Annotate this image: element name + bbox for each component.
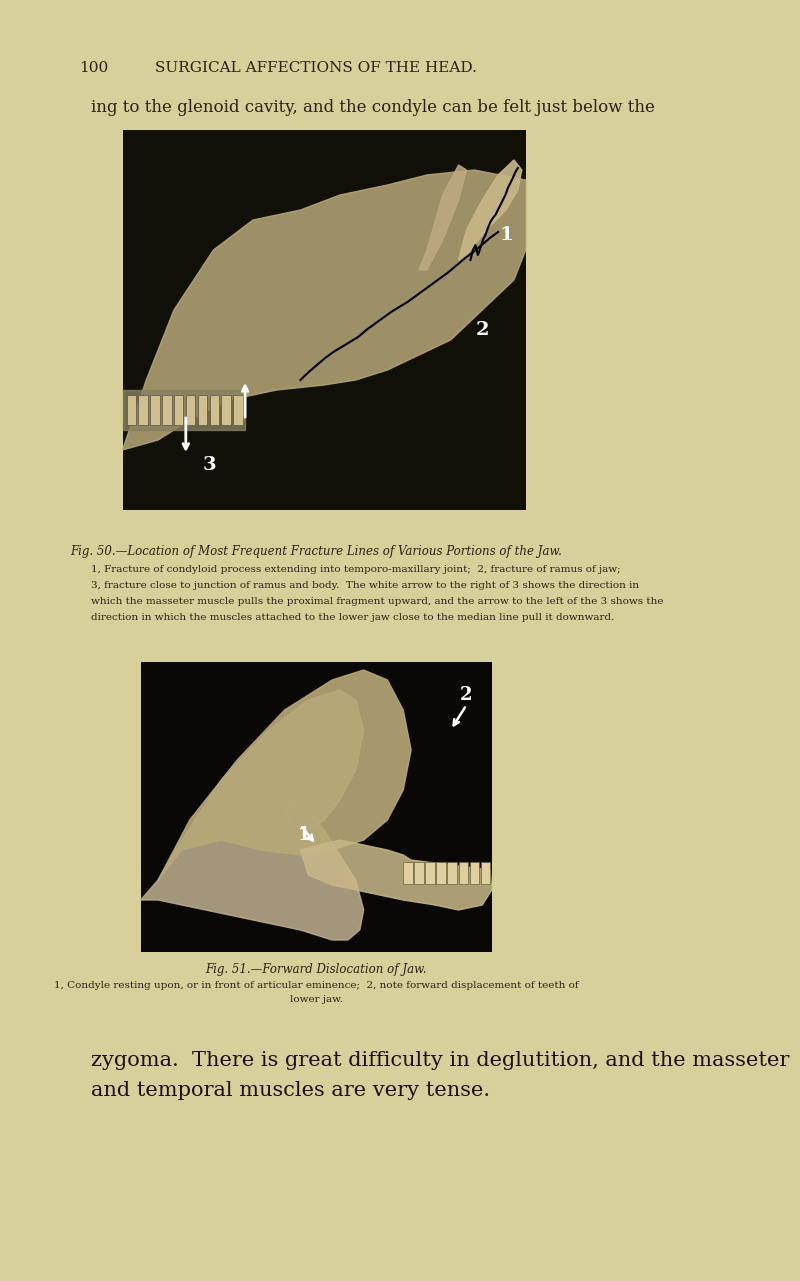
Bar	[210, 395, 219, 425]
Bar	[470, 862, 479, 884]
Bar	[162, 395, 171, 425]
Polygon shape	[158, 670, 411, 880]
Text: 3, fracture close to junction of ramus and body.  The white arrow to the right o: 3, fracture close to junction of ramus a…	[91, 582, 639, 591]
Text: ing to the glenoid cavity, and the condyle can be felt just below the: ing to the glenoid cavity, and the condy…	[91, 100, 654, 117]
Text: 3: 3	[202, 456, 216, 474]
Bar	[126, 395, 136, 425]
Polygon shape	[419, 165, 466, 270]
Bar	[141, 662, 492, 952]
Bar	[234, 395, 242, 425]
Bar	[186, 395, 195, 425]
Bar	[122, 129, 526, 510]
Bar	[198, 395, 207, 425]
Bar	[403, 862, 413, 884]
Bar	[414, 862, 424, 884]
Polygon shape	[141, 690, 364, 940]
Text: 100: 100	[79, 61, 108, 76]
Polygon shape	[122, 389, 245, 430]
Text: Fig. 51.—Forward Dislocation of Jaw.: Fig. 51.—Forward Dislocation of Jaw.	[206, 963, 427, 976]
Text: 1, Condyle resting upon, or in front of articular eminence;  2, note forward dis: 1, Condyle resting upon, or in front of …	[54, 980, 578, 989]
Text: direction in which the muscles attached to the lower jaw close to the median lin: direction in which the muscles attached …	[91, 614, 614, 623]
Text: 1: 1	[499, 225, 513, 243]
Text: Fig. 50.—Location of Most Frequent Fracture Lines of Various Portions of the Jaw: Fig. 50.—Location of Most Frequent Fract…	[70, 546, 562, 559]
Bar	[138, 395, 148, 425]
Bar	[447, 862, 457, 884]
Text: and temporal muscles are very tense.: and temporal muscles are very tense.	[91, 1080, 490, 1099]
Polygon shape	[122, 170, 526, 450]
Text: lower jaw.: lower jaw.	[290, 995, 342, 1004]
Text: 2: 2	[475, 322, 489, 339]
Polygon shape	[458, 160, 522, 260]
Bar	[481, 862, 490, 884]
Bar	[150, 395, 160, 425]
Text: 1: 1	[298, 826, 310, 844]
Bar	[458, 862, 468, 884]
Bar	[174, 395, 183, 425]
Text: zygoma.  There is great difficulty in deglutition, and the masseter: zygoma. There is great difficulty in deg…	[91, 1050, 790, 1070]
Text: SURGICAL AFFECTIONS OF THE HEAD.: SURGICAL AFFECTIONS OF THE HEAD.	[155, 61, 477, 76]
Bar	[222, 395, 231, 425]
Bar	[426, 862, 435, 884]
Polygon shape	[301, 840, 492, 910]
Bar	[437, 862, 446, 884]
Text: which the masseter muscle pulls the proximal fragment upward, and the arrow to t: which the masseter muscle pulls the prox…	[91, 597, 663, 606]
Text: 2: 2	[460, 687, 473, 705]
Text: 1, Fracture of condyloid process extending into temporo-maxillary joint;  2, fra: 1, Fracture of condyloid process extendi…	[91, 565, 621, 574]
